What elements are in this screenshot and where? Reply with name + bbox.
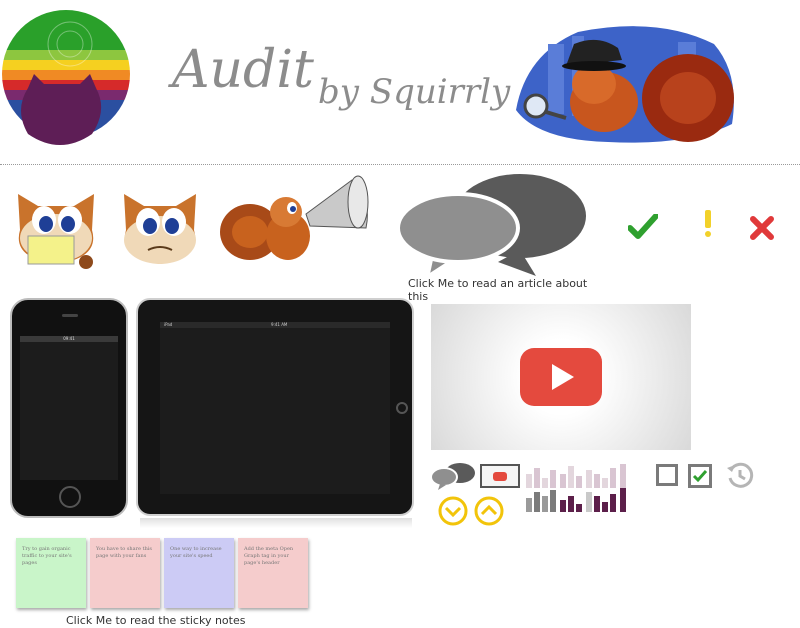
sticky-notes-link[interactable]: Click Me to read the sticky notes bbox=[66, 614, 246, 627]
video-thumbnail[interactable] bbox=[431, 304, 691, 450]
sticky-note[interactable]: Add the meta Open Graph tag in your page… bbox=[238, 538, 308, 608]
history-clock-icon[interactable] bbox=[726, 462, 754, 490]
phone-status-bar: 09:41 bbox=[20, 336, 118, 342]
ipad-device: iPad 9:41 AM bbox=[136, 298, 414, 516]
squirrel-megaphone-mascot bbox=[220, 175, 369, 260]
check-mark-icon bbox=[692, 470, 708, 483]
bar-graph-icons bbox=[526, 464, 626, 512]
checkbox-unchecked[interactable] bbox=[656, 464, 678, 486]
sticky-note-text: One way to increase your site's speed bbox=[170, 546, 222, 559]
tablet-reflection bbox=[140, 518, 412, 528]
play-icon bbox=[552, 364, 574, 390]
phone-home-button bbox=[59, 486, 81, 508]
brand-title: Audit bbox=[172, 40, 314, 100]
youtube-mini-thumbnail[interactable] bbox=[480, 464, 520, 488]
sticky-note-text: Add the meta Open Graph tag in your page… bbox=[244, 546, 294, 566]
brand-subtitle: by Squirrly bbox=[318, 72, 511, 112]
close-x-icon bbox=[750, 216, 774, 240]
checkbox-checked[interactable] bbox=[688, 464, 712, 488]
phone-screen: 09:41 bbox=[20, 336, 118, 480]
tablet-screen: iPad 9:41 AM bbox=[160, 322, 390, 494]
squirrel-worried-mascot bbox=[124, 194, 196, 264]
tablet-carrier: iPad bbox=[164, 322, 173, 327]
article-link[interactable]: Click Me to read an article about this bbox=[408, 277, 588, 303]
rainbow-cat-logo bbox=[2, 10, 130, 145]
chevron-down-icon[interactable] bbox=[438, 496, 468, 526]
sticky-note[interactable]: One way to increase your site's speed bbox=[164, 538, 234, 608]
detective-squirrel-illustration bbox=[516, 26, 734, 143]
sticky-note-text: Try to gain organic traffic to your site… bbox=[22, 546, 72, 566]
iphone-device: 09:41 bbox=[10, 298, 128, 518]
speech-bubbles-icon[interactable] bbox=[398, 170, 590, 278]
sticky-note[interactable]: You have to share this page with your fa… bbox=[90, 538, 160, 608]
exclamation-icon bbox=[705, 210, 711, 237]
sticky-note-text: You have to share this page with your fa… bbox=[96, 546, 152, 559]
header-divider bbox=[0, 164, 800, 165]
small-speech-bubbles-icon[interactable] bbox=[430, 462, 476, 490]
youtube-play-button[interactable] bbox=[520, 348, 602, 406]
tablet-time: 9:41 AM bbox=[270, 322, 288, 327]
sticky-note[interactable]: Try to gain organic traffic to your site… bbox=[16, 538, 86, 608]
phone-speaker bbox=[62, 314, 78, 317]
tablet-home-button bbox=[396, 402, 408, 414]
squirrel-note-mascot bbox=[18, 194, 94, 269]
check-icon bbox=[628, 214, 658, 239]
chevron-up-icon[interactable] bbox=[474, 496, 504, 526]
youtube-mini-icon bbox=[493, 472, 507, 481]
